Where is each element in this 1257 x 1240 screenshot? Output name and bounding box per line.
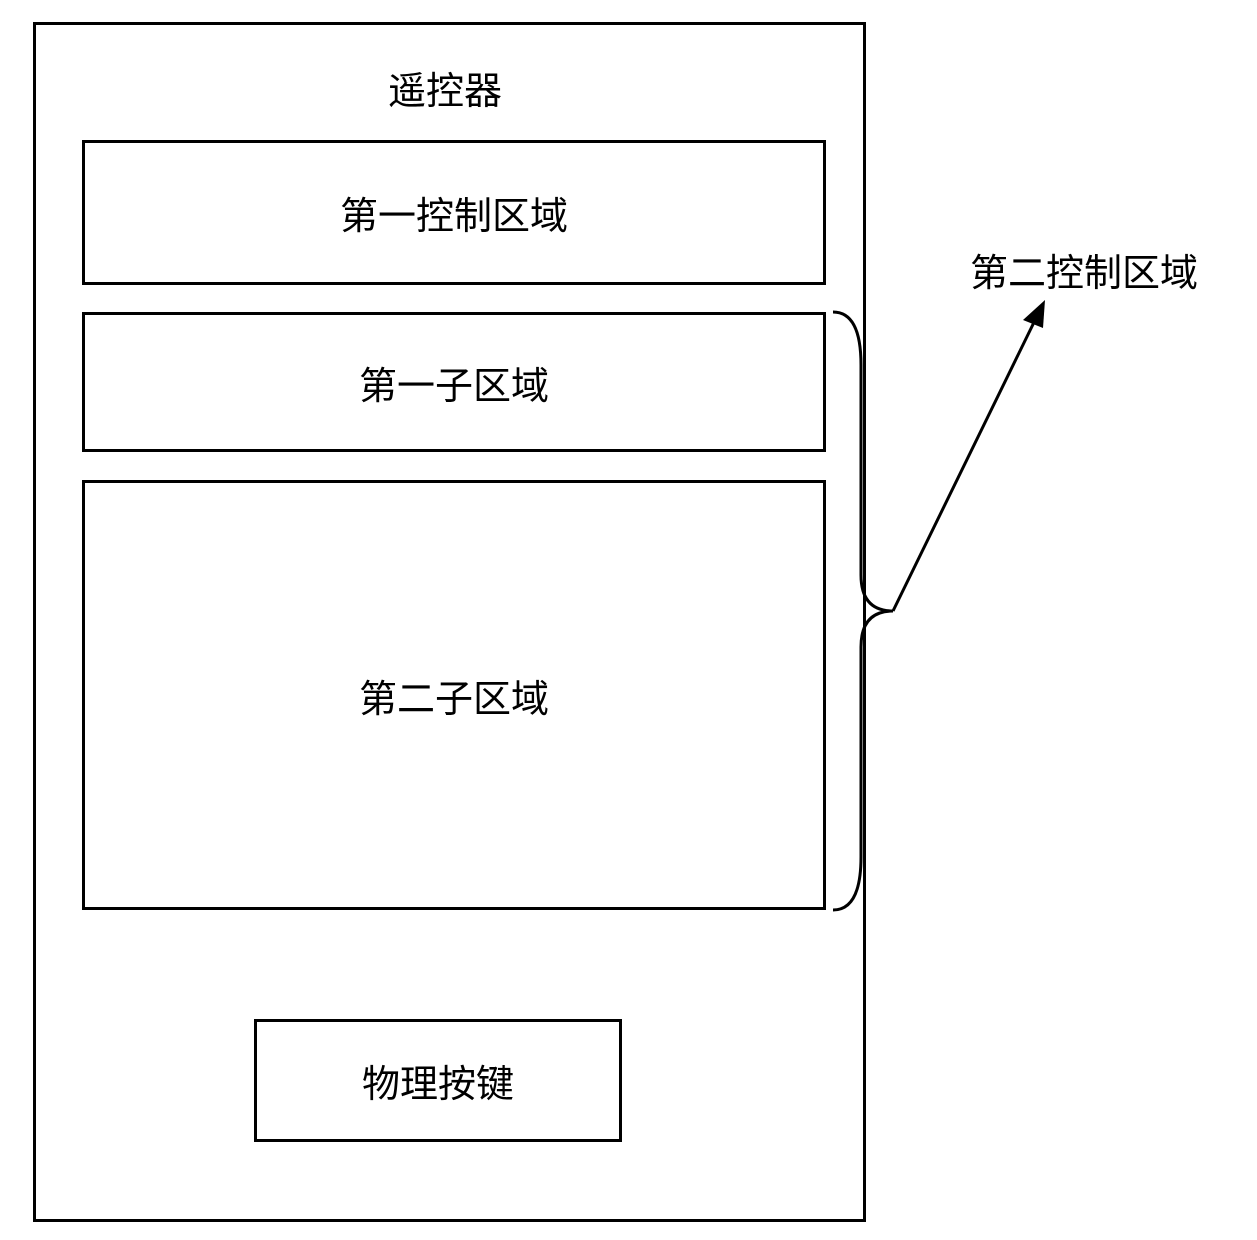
- physical-button-label: 物理按键: [362, 1053, 514, 1108]
- first-control-area-label: 第一控制区域: [340, 185, 568, 240]
- second-sub-area: 第二子区域: [82, 480, 826, 910]
- first-control-area: 第一控制区域: [82, 140, 826, 285]
- physical-button-box: 物理按键: [254, 1019, 622, 1142]
- first-sub-area-label: 第一子区域: [359, 355, 549, 410]
- second-control-area-label: 第二控制区域: [970, 242, 1198, 297]
- arrow-icon: [885, 290, 1065, 630]
- first-sub-area: 第一子区域: [82, 312, 826, 452]
- remote-title: 遥控器: [388, 60, 502, 115]
- second-sub-area-label: 第二子区域: [359, 668, 549, 723]
